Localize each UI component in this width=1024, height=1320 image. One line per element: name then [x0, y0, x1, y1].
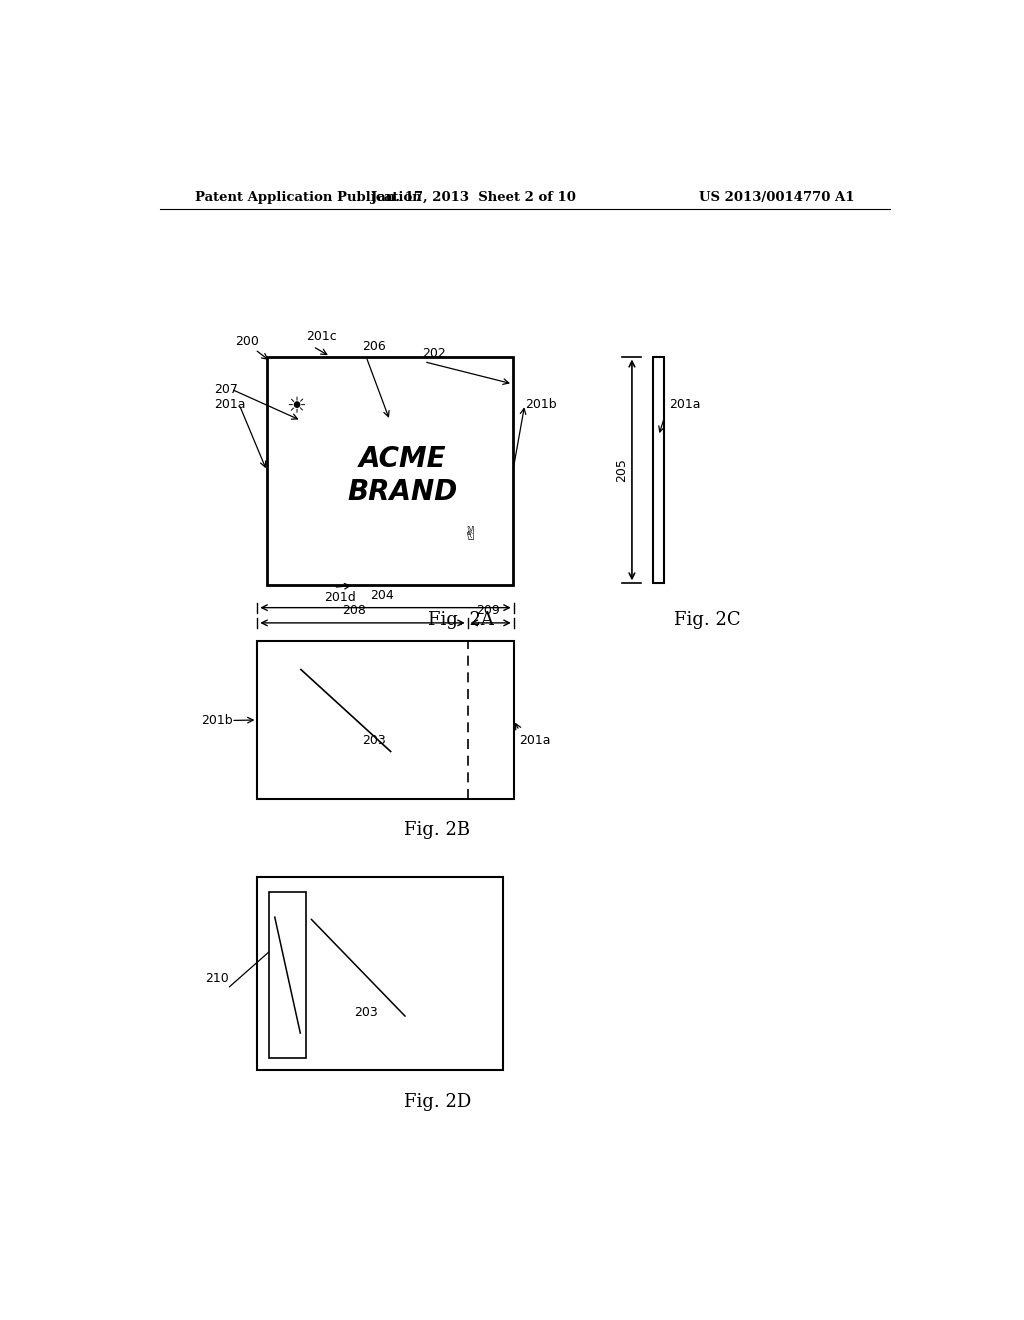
Text: 203: 203: [354, 1006, 378, 1019]
Text: Fig. 2A: Fig. 2A: [428, 611, 495, 628]
Text: 210: 210: [205, 972, 228, 985]
Text: 201a: 201a: [519, 734, 551, 747]
Text: 200: 200: [236, 335, 259, 348]
Text: 209: 209: [476, 603, 500, 616]
Text: 206: 206: [362, 341, 386, 352]
Bar: [269, 892, 306, 1057]
Bar: [653, 356, 664, 583]
Text: 201a: 201a: [670, 397, 700, 411]
Text: 201d: 201d: [324, 591, 355, 605]
Text: 201b: 201b: [201, 714, 232, 727]
Text: Fig. 2D: Fig. 2D: [403, 1093, 471, 1111]
Text: 201c: 201c: [306, 330, 337, 343]
Bar: [267, 356, 513, 585]
Text: Fig. 2B: Fig. 2B: [404, 821, 471, 840]
Text: US 2013/0014770 A1: US 2013/0014770 A1: [698, 190, 854, 203]
Text: Fig. 2C: Fig. 2C: [674, 611, 740, 628]
Bar: [257, 876, 504, 1071]
Text: 204: 204: [370, 589, 394, 602]
Text: 207: 207: [214, 383, 238, 396]
Text: 201a: 201a: [214, 397, 245, 411]
Text: ACME
BRAND: ACME BRAND: [347, 445, 458, 506]
Text: 203: 203: [362, 734, 386, 747]
Text: 208: 208: [342, 603, 367, 616]
Text: ✌: ✌: [463, 525, 479, 544]
Text: 205: 205: [615, 458, 628, 482]
Text: Jan. 17, 2013  Sheet 2 of 10: Jan. 17, 2013 Sheet 2 of 10: [371, 190, 575, 203]
Bar: [257, 642, 514, 799]
Text: 201b: 201b: [524, 397, 556, 411]
Text: ☀: ☀: [287, 397, 306, 417]
Text: 202: 202: [422, 347, 445, 360]
Text: Patent Application Publication: Patent Application Publication: [196, 190, 422, 203]
